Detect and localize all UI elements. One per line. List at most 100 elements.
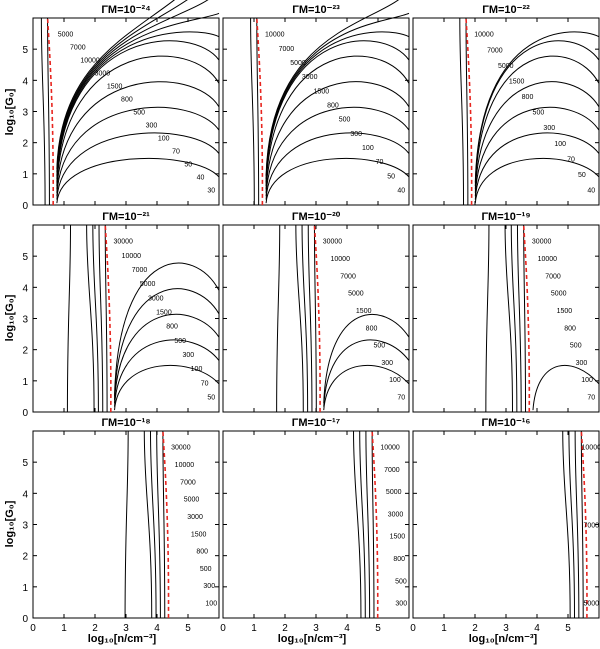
panel-frame bbox=[412, 430, 600, 619]
contour-label: 100 bbox=[581, 377, 593, 384]
x-tick-label: 4 bbox=[154, 623, 160, 634]
y-axis-label-top: log₁₀[G₀] bbox=[4, 88, 16, 135]
contour-label: 10000 bbox=[331, 256, 351, 263]
x-tick-label: 0 bbox=[410, 623, 416, 634]
contour-line bbox=[265, 106, 410, 197]
contour-line bbox=[295, 224, 304, 413]
contour-line bbox=[474, 55, 600, 190]
contour-label: 70 bbox=[397, 395, 405, 402]
contour-line bbox=[56, 31, 220, 183]
contour-label: 3000 bbox=[388, 511, 404, 518]
x-tick-label: 3 bbox=[503, 623, 509, 634]
contour-line bbox=[56, 0, 176, 169]
x-tick-label: 0 bbox=[30, 623, 36, 634]
panel-title: ΓM=10⁻¹⁷ bbox=[292, 417, 341, 429]
contour-line bbox=[323, 339, 410, 407]
contour-line bbox=[256, 17, 260, 206]
x-tick-label: 4 bbox=[534, 623, 540, 634]
contour-label: 5000 bbox=[140, 281, 156, 288]
contour-label: 7000 bbox=[583, 523, 599, 530]
y-tick-label: 5 bbox=[22, 252, 28, 263]
contour-label: 5000 bbox=[386, 489, 402, 496]
contour-line bbox=[92, 224, 99, 413]
contour-line bbox=[485, 224, 490, 413]
contour-label: 100 bbox=[205, 601, 217, 608]
contour-label: 800 bbox=[327, 103, 339, 110]
contour-label: 500 bbox=[395, 578, 407, 585]
contour-label: 40 bbox=[197, 175, 205, 182]
contour-line bbox=[114, 262, 220, 397]
panel-frame bbox=[222, 430, 410, 619]
y-tick-label: 2 bbox=[22, 552, 28, 563]
contour-label: 500 bbox=[174, 338, 186, 345]
contour-line bbox=[265, 31, 410, 183]
contour-label: 1500 bbox=[509, 78, 525, 85]
contour-label: 7000 bbox=[384, 467, 400, 474]
contour-label: 300 bbox=[543, 125, 555, 132]
contour-label: 10000 bbox=[538, 256, 558, 263]
contour-line bbox=[474, 132, 600, 200]
contour-label: 10000 bbox=[474, 32, 494, 39]
contour-line bbox=[124, 430, 129, 619]
contour-line bbox=[56, 55, 220, 190]
contour-label: 10000 bbox=[122, 253, 142, 260]
x-tick-label: 0 bbox=[220, 623, 226, 634]
contour-line bbox=[276, 224, 281, 413]
contour-line bbox=[114, 365, 220, 411]
panel-title: ΓM=10⁻¹⁸ bbox=[101, 417, 150, 429]
contour-label: 300 bbox=[576, 360, 588, 367]
contour-label: 40 bbox=[587, 188, 595, 195]
contour-label: 3000 bbox=[302, 74, 318, 81]
y-axis-label-middle: log₁₀[G₀] bbox=[4, 294, 16, 341]
x-tick-label: 2 bbox=[472, 623, 478, 634]
panel: ΓM=10⁻²⁰ 30000 10000 7000 5000 1500 800 500 300 1… bbox=[222, 211, 410, 413]
y-tick-label: 0 bbox=[22, 201, 28, 212]
panel: ΓM=10⁻²¹ 0 1 2 3 4 5 30000 10000 7000 5000 3000 1500… bbox=[22, 211, 220, 419]
y-tick-label: 5 bbox=[22, 45, 28, 56]
y-tick-label: 4 bbox=[22, 489, 28, 500]
contour-label: 300 bbox=[203, 583, 215, 590]
contour-label: 3000 bbox=[148, 295, 164, 302]
transition-dashed-line bbox=[522, 224, 531, 413]
contour-label: 70 bbox=[587, 395, 595, 402]
contour-label: 1500 bbox=[356, 308, 372, 315]
y-tick-label: 2 bbox=[22, 346, 28, 357]
contour-label: 100 bbox=[362, 145, 374, 152]
contour-line bbox=[86, 224, 95, 413]
contour-label: 500 bbox=[373, 343, 385, 350]
contour-label: 1500 bbox=[557, 308, 573, 315]
panel-title: ΓM=10⁻²³ bbox=[292, 4, 340, 16]
contour-line bbox=[265, 132, 410, 200]
contour-label: 40 bbox=[397, 188, 405, 195]
contour-label: 800 bbox=[366, 325, 378, 332]
contour-line bbox=[474, 81, 600, 193]
contour-line bbox=[465, 17, 469, 206]
contour-label: 30000 bbox=[171, 445, 191, 452]
contour-line bbox=[47, 17, 50, 206]
contour-line bbox=[353, 430, 362, 619]
contour-line bbox=[265, 12, 410, 180]
contour-label: 7000 bbox=[180, 479, 196, 486]
panel-grid: ΓM=10⁻²⁴01234550007000100003000150080050… bbox=[22, 0, 600, 634]
contour-line bbox=[365, 430, 371, 619]
contour-label: 800 bbox=[393, 556, 405, 563]
contour-label: 800 bbox=[564, 325, 576, 332]
contour-label: 100 bbox=[554, 141, 566, 148]
panel: ΓM=10⁻²² 10000 7000 5000 1500 800 500 300 100 70 5… bbox=[412, 4, 600, 206]
y-tick-label: 4 bbox=[22, 76, 28, 87]
transition-dashed-line bbox=[313, 224, 321, 413]
panel-title: ΓM=10⁻²⁴ bbox=[101, 4, 150, 16]
contour-label: 800 bbox=[196, 549, 208, 556]
x-tick-label: 4 bbox=[344, 623, 350, 634]
y-tick-label: 5 bbox=[22, 458, 28, 469]
contour-label: 5000 bbox=[348, 291, 364, 298]
contour-label: 30000 bbox=[113, 239, 133, 246]
contour-label: 5000 bbox=[498, 63, 514, 70]
contour-label: 7000 bbox=[70, 45, 86, 52]
contour-label: 800 bbox=[166, 324, 178, 331]
contour-label: 500 bbox=[570, 343, 582, 350]
contour-label: 1500 bbox=[191, 531, 207, 538]
panel: ΓM=10⁻¹⁸ 0 1 2 3 4 5 0 1 2 3 4 5 30000 10000 7000 5000 30… bbox=[22, 417, 220, 634]
x-axis-label-left: log₁₀[n/cm⁻³] bbox=[88, 633, 157, 645]
